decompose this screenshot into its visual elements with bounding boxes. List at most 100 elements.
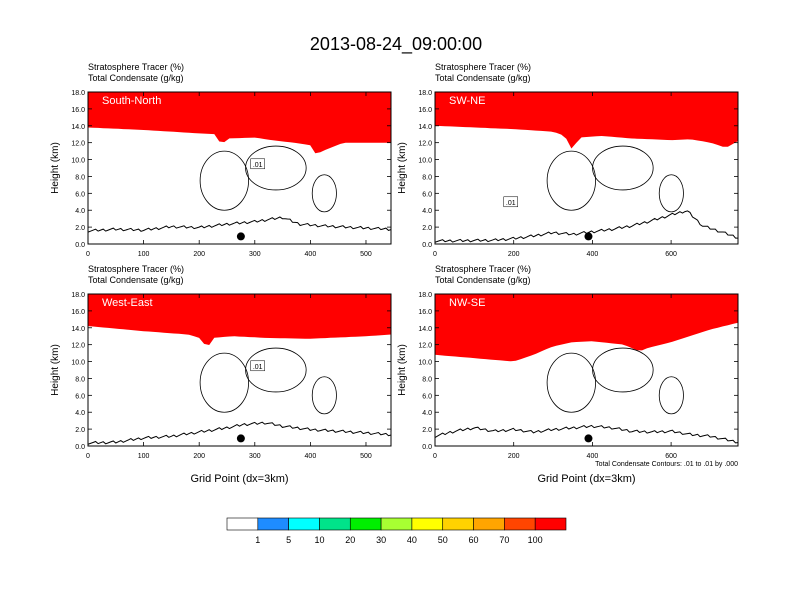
x-tick-label: 200 bbox=[508, 453, 520, 460]
colorbar-segment bbox=[534, 517, 567, 531]
colorbar-segment bbox=[442, 517, 474, 531]
y-tick-label: 18.0 bbox=[418, 90, 432, 97]
x-tick-label: 400 bbox=[587, 453, 599, 460]
contour-label-box bbox=[250, 360, 265, 372]
condensate-contour bbox=[592, 347, 654, 393]
colorbar-label: 70 bbox=[499, 535, 509, 545]
y-tick-label: 10.0 bbox=[71, 158, 85, 165]
y-tick-label: 18.0 bbox=[71, 292, 85, 299]
colorbar-label: 10 bbox=[314, 535, 324, 545]
plot-area bbox=[435, 92, 738, 244]
panel-title-line: Stratosphere Tracer (%) bbox=[435, 62, 531, 72]
panel-label: South-North bbox=[102, 95, 161, 107]
colorbar-segment bbox=[411, 517, 444, 531]
y-tick-label: 4.0 bbox=[422, 208, 432, 215]
colorbar-segment bbox=[504, 517, 536, 531]
y-tick-label: 2.0 bbox=[75, 427, 85, 434]
y-tick-label: 4.0 bbox=[75, 208, 85, 215]
x-tick-label: 300 bbox=[249, 453, 261, 460]
y-tick-label: 0.0 bbox=[422, 444, 432, 451]
x-tick-label: 100 bbox=[138, 251, 150, 258]
colorbar-label: 40 bbox=[407, 535, 417, 545]
colorbar-segment bbox=[380, 517, 413, 531]
terrain-line bbox=[88, 421, 391, 445]
plot-area bbox=[88, 294, 391, 446]
panel-title-line: Total Condensate (g/kg) bbox=[88, 275, 184, 285]
y-tick-label: 2.0 bbox=[422, 427, 432, 434]
panel-title-line: Total Condensate (g/kg) bbox=[88, 73, 184, 83]
colorbar-label: 20 bbox=[345, 535, 355, 545]
tracer-band-top bbox=[435, 92, 738, 127]
colorbar-segment bbox=[288, 517, 320, 531]
y-tick-label: 16.0 bbox=[71, 107, 85, 114]
panel-title-line: Stratosphere Tracer (%) bbox=[435, 264, 531, 274]
condensate-contour bbox=[311, 174, 337, 213]
y-tick-label: 14.0 bbox=[71, 326, 85, 333]
x-axis-label: Grid Point (dx=3km) bbox=[537, 473, 635, 485]
y-tick-label: 16.0 bbox=[71, 309, 85, 316]
location-marker bbox=[584, 232, 593, 241]
plot-frame bbox=[434, 91, 739, 245]
colorbar-segment bbox=[349, 517, 382, 531]
y-tick-label: 4.0 bbox=[422, 410, 432, 417]
terrain-line bbox=[88, 216, 391, 233]
y-axis-label: Height (km) bbox=[397, 344, 408, 396]
x-tick-label: 100 bbox=[138, 453, 150, 460]
y-tick-label: 16.0 bbox=[418, 107, 432, 114]
panel-sw-ne: .01 SW-NE Stratosphere Tracer (%)Total Con… bbox=[397, 62, 739, 258]
colorbar-label: 100 bbox=[528, 535, 543, 545]
y-tick-label: 8.0 bbox=[422, 376, 432, 383]
x-tick-label: 0 bbox=[433, 251, 437, 258]
y-tick-label: 0.0 bbox=[75, 242, 85, 249]
colorbar-segment bbox=[473, 517, 505, 531]
condensate-contour bbox=[658, 376, 684, 415]
panel-title-line: Stratosphere Tracer (%) bbox=[88, 264, 184, 274]
y-tick-label: 0.0 bbox=[422, 242, 432, 249]
colorbar-segment bbox=[226, 517, 259, 531]
condensate-contour bbox=[199, 150, 249, 211]
x-tick-label: 500 bbox=[360, 251, 372, 258]
panel-label: West-East bbox=[102, 297, 153, 309]
panel-title-line: Total Condensate (g/kg) bbox=[435, 275, 531, 285]
tracer-band-top bbox=[435, 294, 738, 340]
y-tick-label: 18.0 bbox=[71, 90, 85, 97]
y-tick-label: 0.0 bbox=[75, 444, 85, 451]
colorbar-label: 1 bbox=[255, 535, 260, 545]
colorbar-segment bbox=[319, 517, 351, 531]
contour-label-box bbox=[250, 158, 265, 170]
y-tick-label: 12.0 bbox=[71, 141, 85, 148]
plot-frame bbox=[87, 293, 392, 447]
y-tick-label: 16.0 bbox=[418, 309, 432, 316]
y-axis-label: Height (km) bbox=[50, 344, 61, 396]
y-tick-label: 2.0 bbox=[75, 225, 85, 232]
plot-area bbox=[88, 92, 391, 244]
x-tick-label: 200 bbox=[193, 251, 205, 258]
y-tick-label: 6.0 bbox=[75, 393, 85, 400]
y-tick-label: 14.0 bbox=[418, 124, 432, 131]
x-tick-label: 200 bbox=[508, 251, 520, 258]
contour-footnote: Total Condensate Contours: .01 to .01 by… bbox=[595, 461, 738, 468]
condensate-contour bbox=[245, 145, 307, 191]
colorbar: 1 5 10 20 30 40 50 60 70 100 bbox=[226, 517, 567, 545]
x-tick-label: 300 bbox=[249, 251, 261, 258]
y-tick-label: 4.0 bbox=[75, 410, 85, 417]
y-tick-label: 6.0 bbox=[75, 191, 85, 198]
plot-area bbox=[435, 294, 738, 446]
x-tick-label: 200 bbox=[193, 453, 205, 460]
y-tick-label: 10.0 bbox=[418, 360, 432, 367]
condensate-contour bbox=[311, 376, 337, 415]
condensate-contour bbox=[245, 347, 307, 393]
y-tick-label: 6.0 bbox=[422, 393, 432, 400]
x-tick-label: 600 bbox=[665, 453, 677, 460]
contour-label-box bbox=[503, 196, 518, 208]
panel-label: SW-NE bbox=[449, 95, 485, 107]
x-tick-label: 400 bbox=[587, 251, 599, 258]
tracer-band-top bbox=[88, 294, 391, 323]
y-tick-label: 8.0 bbox=[75, 174, 85, 181]
contour-label: .01 bbox=[253, 364, 263, 371]
x-tick-label: 0 bbox=[86, 251, 90, 258]
y-axis-label: Height (km) bbox=[50, 142, 61, 194]
y-tick-label: 10.0 bbox=[71, 360, 85, 367]
